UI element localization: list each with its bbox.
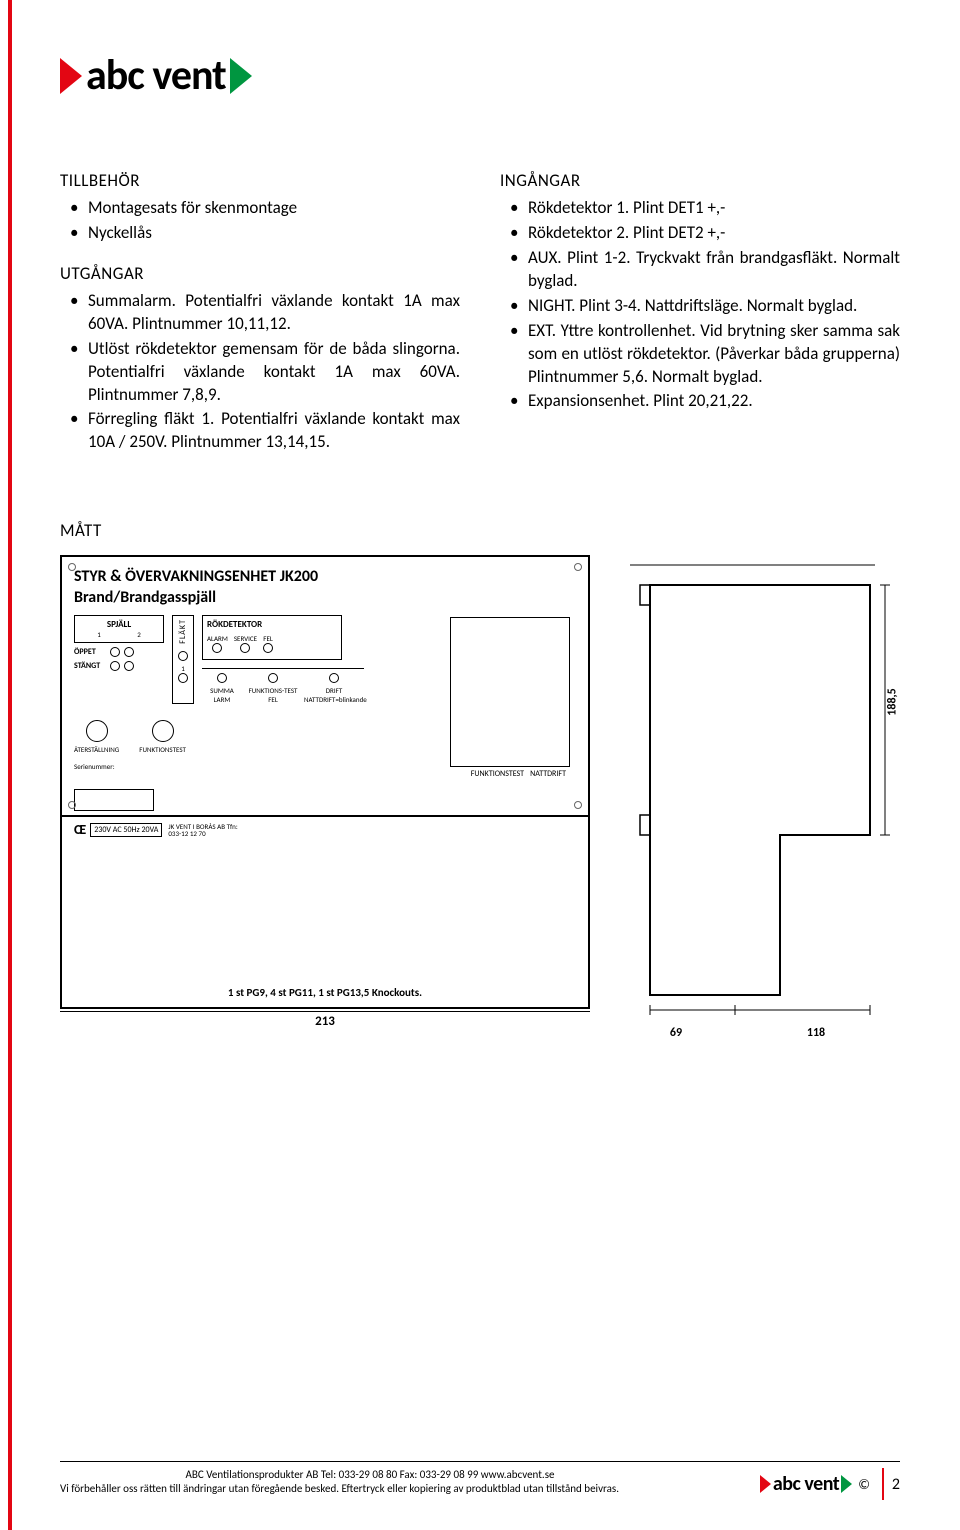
text-columns: TILLBEHÖR Montagesats för skenmontage Ny… — [60, 160, 900, 456]
aterst-label: ÅTERSTÄLLNING — [74, 745, 119, 754]
side-view-diagram: 188,5 69 118 — [620, 555, 900, 1040]
drift-label: DRIFT NATTDRIFT=blinkande — [304, 686, 364, 704]
front-panel-diagram: STYR & ÖVERVAKNINGSENHET JK200 Brand/Bra… — [60, 555, 590, 1029]
heading-utgangar: UTGÅNGAR — [60, 263, 460, 286]
side-svg — [620, 555, 900, 1035]
led-icon — [178, 651, 188, 661]
list-item: Montagesats för skenmontage — [70, 197, 460, 220]
panel-subtitle: Brand/Brandgasspjäll — [74, 588, 576, 607]
screw-icon — [68, 801, 76, 809]
rok-label: RÖKDETEKTOR — [207, 619, 337, 630]
heading-tillbehor: TILLBEHÖR — [60, 170, 460, 193]
screw-icon — [68, 563, 76, 571]
page-num: 2 — [892, 1475, 900, 1494]
num-2: 2 — [137, 630, 141, 639]
right-column: INGÅNGAR Rökdetektor 1. Plint DET1 +,- R… — [500, 160, 900, 456]
led-icon — [263, 643, 273, 653]
heading-matt: MÅTT — [60, 520, 102, 541]
list-ingangar: Rökdetektor 1. Plint DET1 +,- Rökdetekto… — [500, 197, 900, 413]
led-icon — [268, 673, 278, 683]
footer-line1: ABC Ventilationsprodukter AB Tel: 033-29… — [60, 1468, 680, 1482]
footer-logo: abc vent — [760, 1472, 852, 1496]
list-item: Expansionsenhet. Plint 20,21,22. — [510, 390, 900, 413]
oppet-label: ÖPPET — [74, 647, 106, 657]
footer-brand: abc vent — [773, 1472, 839, 1496]
page-number: 2 — [882, 1468, 900, 1500]
brand-logo: abc vent — [60, 50, 252, 101]
panel-title: STYR & ÖVERVAKNINGSENHET JK200 — [74, 567, 576, 586]
dim-d2: 118 — [732, 1026, 900, 1040]
funktest-label: FUNKTIONS-TEST FEL — [248, 686, 298, 704]
led-icon — [217, 673, 227, 683]
stangt-label: STÄNGT — [74, 661, 106, 671]
led-icon — [124, 661, 134, 671]
led-icon — [110, 661, 120, 671]
footer-line2: Vi förbehåller oss rätten till ändringar… — [60, 1482, 680, 1496]
dim-width: 213 — [60, 1011, 590, 1029]
list-item: Rökdetektor 1. Plint DET1 +,- — [510, 197, 900, 220]
list-item: Utlöst rökdetektor gemensam för de båda … — [70, 338, 460, 407]
button-round-icon — [86, 720, 108, 742]
list-item: Summalarm. Potentialfri växlande kontakt… — [70, 290, 460, 336]
triangle-red-icon — [760, 1475, 771, 1493]
triangle-green-icon — [230, 58, 252, 94]
serienr-box — [74, 789, 154, 811]
list-item: Rökdetektor 2. Plint DET2 +,- — [510, 222, 900, 245]
funktest2-label: FUNKTIONSTEST — [139, 745, 186, 754]
button-round-icon — [152, 720, 174, 742]
list-item: Förregling fläkt 1. Potentialfri växland… — [70, 408, 460, 454]
list-item: Nyckellås — [70, 222, 460, 245]
triangle-red-icon — [60, 58, 82, 94]
led-icon — [110, 647, 120, 657]
footer: ABC Ventilationsprodukter AB Tel: 033-29… — [60, 1461, 900, 1500]
fel-label: FEL — [263, 634, 273, 643]
led-icon — [212, 643, 222, 653]
screw-icon — [574, 801, 582, 809]
alarm-label: ALARM — [207, 634, 228, 643]
spjall-label: SPJÄLL — [79, 619, 159, 630]
num-1: 1 — [97, 630, 101, 639]
dim-d1: 69 — [620, 1026, 732, 1040]
service-label: SERVICE — [234, 634, 257, 643]
left-accent-bar — [8, 0, 12, 1530]
flakt-label: FLÄKT — [178, 619, 188, 644]
summa-label: SUMMA LARM — [202, 686, 242, 704]
nattdrift-label: NATTDRIFT — [530, 769, 566, 779]
funktest3-label: FUNKTIONSTEST — [471, 769, 524, 779]
copyright: © — [858, 1476, 870, 1493]
led-icon — [329, 673, 339, 683]
heading-ingangar: INGÅNGAR — [500, 170, 900, 193]
diagrams: STYR & ÖVERVAKNINGSENHET JK200 Brand/Bra… — [60, 555, 900, 1040]
led-icon — [240, 643, 250, 653]
left-column: TILLBEHÖR Montagesats för skenmontage Ny… — [60, 160, 460, 456]
list-item: AUX. Plint 1-2. Tryckvakt från brandgasf… — [510, 247, 900, 293]
brand-text: abc vent — [86, 50, 226, 101]
footer-text: ABC Ventilationsprodukter AB Tel: 033-29… — [60, 1468, 680, 1497]
triangle-green-icon — [841, 1475, 852, 1493]
dim-height: 188,5 — [885, 688, 899, 715]
led-icon — [124, 647, 134, 657]
knockout-text: 1 st PG9, 4 st PG11, 1 st PG13,5 Knockou… — [62, 986, 588, 999]
screw-icon — [574, 563, 582, 571]
list-item: NIGHT. Plint 3-4. Nattdriftsläge. Normal… — [510, 295, 900, 318]
display-box — [450, 617, 570, 767]
list-utgangar: Summalarm. Potentialfri växlande kontakt… — [60, 290, 460, 455]
list-item: EXT. Yttre kontrollenhet. Vid brytning s… — [510, 320, 900, 389]
list-tillbehor: Montagesats för skenmontage Nyckellås — [60, 197, 460, 245]
led-icon — [178, 673, 188, 683]
